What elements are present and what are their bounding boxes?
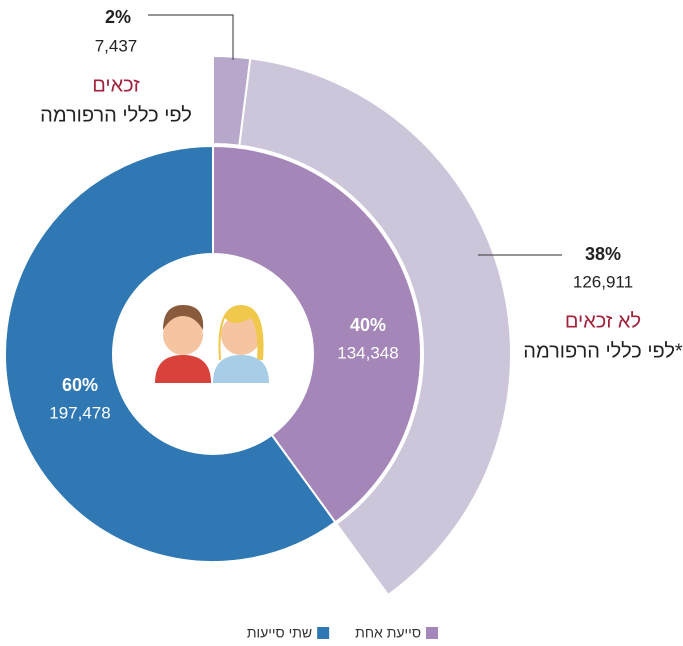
inner-segment — [4, 144, 337, 563]
outer-count-label: 126,911 — [573, 272, 633, 291]
outer-pct-label: 38% — [585, 244, 621, 264]
inner-pct-label: 40% — [350, 315, 386, 335]
outer-count-label: 7,437 — [95, 36, 138, 55]
inner-segment — [212, 144, 422, 524]
segments — [4, 54, 512, 597]
outer-pct-label: 2% — [105, 7, 131, 27]
leader-line — [148, 14, 234, 60]
outer-subtitle-label: לפי כללי הרפורמה — [40, 104, 192, 126]
inner-pct-label: 60% — [62, 375, 98, 395]
inner-count-label: 197,478 — [49, 403, 110, 422]
kids-icon — [155, 305, 269, 383]
outer-segment — [238, 57, 512, 597]
legend-swatch — [426, 627, 438, 639]
legend-label: סייעת אחת — [355, 625, 421, 641]
legend: סייעת אחת שתי סייעות — [247, 625, 438, 641]
inner-count-label: 134,348 — [337, 343, 398, 362]
outer-title-label: זכאים — [92, 74, 140, 96]
outer-subtitle-label: לפי כללי הרפורמה* — [523, 340, 683, 362]
outer-title-label: לא זכאים — [565, 310, 641, 332]
legend-swatch — [317, 627, 330, 639]
legend-label: שתי סייעות — [247, 625, 312, 641]
